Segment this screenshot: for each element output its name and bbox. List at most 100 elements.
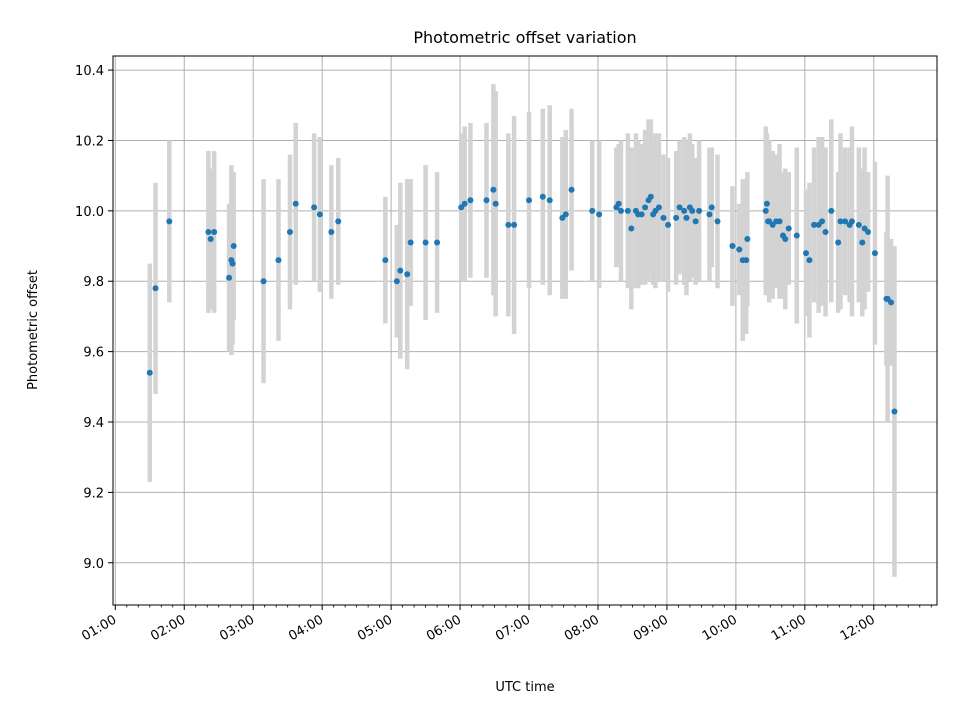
y-axis: 9.0 9.2 9.4 9.6 9.8 10.0 10.2 10.4 <box>75 64 113 572</box>
data-point <box>729 243 736 250</box>
data-point <box>461 200 468 207</box>
data-point <box>382 257 389 264</box>
data-point <box>665 221 672 228</box>
data-point <box>226 274 233 281</box>
data-point <box>328 228 335 235</box>
data-point <box>655 204 662 211</box>
data-point <box>785 225 792 232</box>
data-point <box>848 218 855 225</box>
data-point <box>211 228 218 235</box>
data-point <box>404 271 411 278</box>
data-point <box>596 211 603 218</box>
data-point <box>782 236 789 242</box>
data-point <box>166 218 173 225</box>
y-tick-label: 9.8 <box>83 275 104 290</box>
data-point <box>562 211 569 218</box>
data-point <box>708 204 715 211</box>
data-point <box>490 186 497 193</box>
data-point <box>628 225 635 232</box>
data-point <box>888 299 895 306</box>
data-point <box>891 408 898 415</box>
data-point <box>397 267 404 274</box>
data-point <box>692 218 699 225</box>
data-point <box>828 207 835 214</box>
data-point <box>736 246 743 253</box>
data-point <box>683 214 690 221</box>
data-point <box>316 211 323 218</box>
data-point <box>743 257 750 264</box>
data-point <box>802 250 809 257</box>
data-point <box>292 200 299 207</box>
data-point <box>467 197 474 204</box>
data-point <box>422 239 429 246</box>
data-point <box>539 193 546 200</box>
data-point <box>546 197 553 204</box>
y-tick-label: 9.0 <box>83 557 104 572</box>
data-point <box>152 285 159 292</box>
data-point <box>526 197 533 204</box>
data-point <box>822 228 829 235</box>
y-tick-label: 9.6 <box>83 346 104 361</box>
x-axis-label: UTC time <box>495 680 554 695</box>
data-point <box>624 207 631 214</box>
plot-frame <box>112 55 938 606</box>
data-point <box>865 228 872 235</box>
data-point <box>505 221 512 228</box>
data-point <box>642 204 649 211</box>
y-tick-label: 10.2 <box>75 134 104 149</box>
data-point <box>229 260 236 267</box>
data-point <box>230 243 237 250</box>
y-axis-label: Photometric offset <box>26 270 41 390</box>
data-point <box>483 197 490 204</box>
data-point <box>776 218 783 225</box>
data-point <box>638 211 645 218</box>
data-point <box>855 221 862 228</box>
data-point <box>393 278 400 285</box>
data-point <box>434 239 441 246</box>
data-point <box>492 200 499 207</box>
y-tick-label: 9.4 <box>83 416 104 431</box>
data-point <box>744 236 751 242</box>
data-point <box>615 200 622 207</box>
data-point <box>842 218 849 225</box>
data-points <box>146 186 898 415</box>
data-point <box>762 207 769 214</box>
data-point <box>689 207 696 214</box>
data-point <box>335 218 342 225</box>
data-point <box>568 186 575 193</box>
data-point <box>806 257 813 264</box>
data-point <box>647 193 654 200</box>
data-point <box>511 221 518 228</box>
data-point <box>617 207 624 214</box>
y-tick-label: 10.0 <box>75 205 104 220</box>
data-point <box>146 369 153 376</box>
data-point <box>681 207 688 214</box>
data-point <box>811 221 818 228</box>
data-point <box>835 239 842 246</box>
data-point <box>311 204 318 211</box>
data-point <box>819 218 826 225</box>
data-point <box>275 257 282 264</box>
data-point <box>205 228 212 235</box>
data-point <box>714 218 721 225</box>
data-point <box>837 218 844 225</box>
y-tick-label: 10.4 <box>75 64 104 79</box>
y-tick-label: 9.2 <box>83 486 104 501</box>
chart-title: Photometric offset variation <box>413 28 636 47</box>
data-point <box>286 228 293 235</box>
data-point <box>673 214 680 221</box>
data-point <box>871 250 878 257</box>
data-point <box>793 232 800 239</box>
data-point <box>660 214 667 221</box>
data-point <box>207 236 214 242</box>
data-point <box>859 239 866 246</box>
data-point <box>407 239 414 246</box>
data-point <box>676 204 683 211</box>
data-point <box>763 200 770 207</box>
data-point <box>696 207 703 214</box>
data-point <box>260 278 267 285</box>
data-point <box>589 207 596 214</box>
data-point <box>706 211 713 218</box>
